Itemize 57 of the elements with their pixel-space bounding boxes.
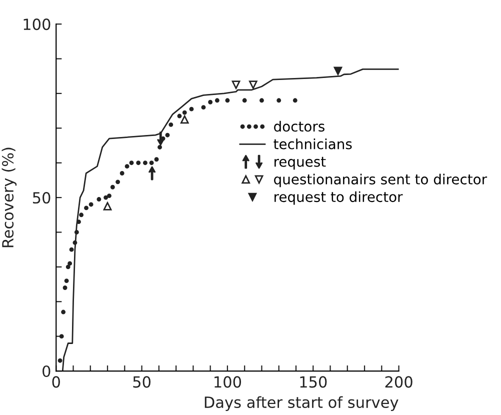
point [64, 278, 69, 284]
point [276, 98, 282, 103]
point [66, 264, 70, 270]
point [334, 66, 342, 76]
point [84, 206, 88, 210]
point [225, 98, 230, 103]
point [59, 334, 64, 339]
point [124, 164, 130, 169]
legend-label: technicians [274, 138, 352, 150]
point [182, 110, 187, 115]
point [120, 171, 124, 176]
y-tick-label: 0 [42, 365, 50, 378]
legend-label: questionanairs sent to director [274, 174, 488, 188]
point [177, 114, 182, 118]
point [69, 247, 74, 252]
point [232, 80, 240, 89]
point [158, 145, 162, 150]
point [103, 202, 112, 210]
point [142, 160, 148, 166]
x-tick-label: 0 [52, 376, 60, 388]
point [248, 80, 258, 89]
point [292, 98, 298, 103]
legend-label: request to director [274, 191, 403, 205]
y-tick-label: 100 [24, 18, 50, 30]
point [58, 358, 62, 363]
point [96, 197, 102, 202]
point [62, 286, 68, 290]
point [214, 98, 220, 103]
legend-label: request [274, 156, 326, 170]
legend-label: doctors [274, 120, 324, 132]
point [116, 180, 120, 184]
point [88, 202, 94, 207]
point [107, 194, 112, 198]
point [168, 122, 174, 127]
x-tick-label: 50 [133, 376, 150, 388]
point [149, 160, 154, 166]
point [129, 160, 134, 166]
point [154, 157, 159, 162]
x-axis-title: Days after start of survey [204, 396, 398, 411]
point [110, 184, 115, 190]
point [242, 98, 247, 103]
point [68, 261, 72, 266]
point [189, 106, 194, 112]
point [260, 98, 264, 103]
point [165, 132, 170, 138]
point [79, 212, 84, 218]
point [201, 105, 206, 110]
point [61, 310, 66, 314]
x-tick-label: 200 [385, 376, 412, 388]
point [136, 160, 141, 166]
point [104, 195, 108, 200]
point [180, 115, 189, 124]
y-tick-label: 50 [32, 192, 50, 204]
x-tick-label: 100 [214, 376, 242, 388]
y-axis-title: Recovery (%) [2, 148, 17, 248]
x-tick-label: 150 [300, 376, 327, 388]
point [208, 100, 213, 104]
